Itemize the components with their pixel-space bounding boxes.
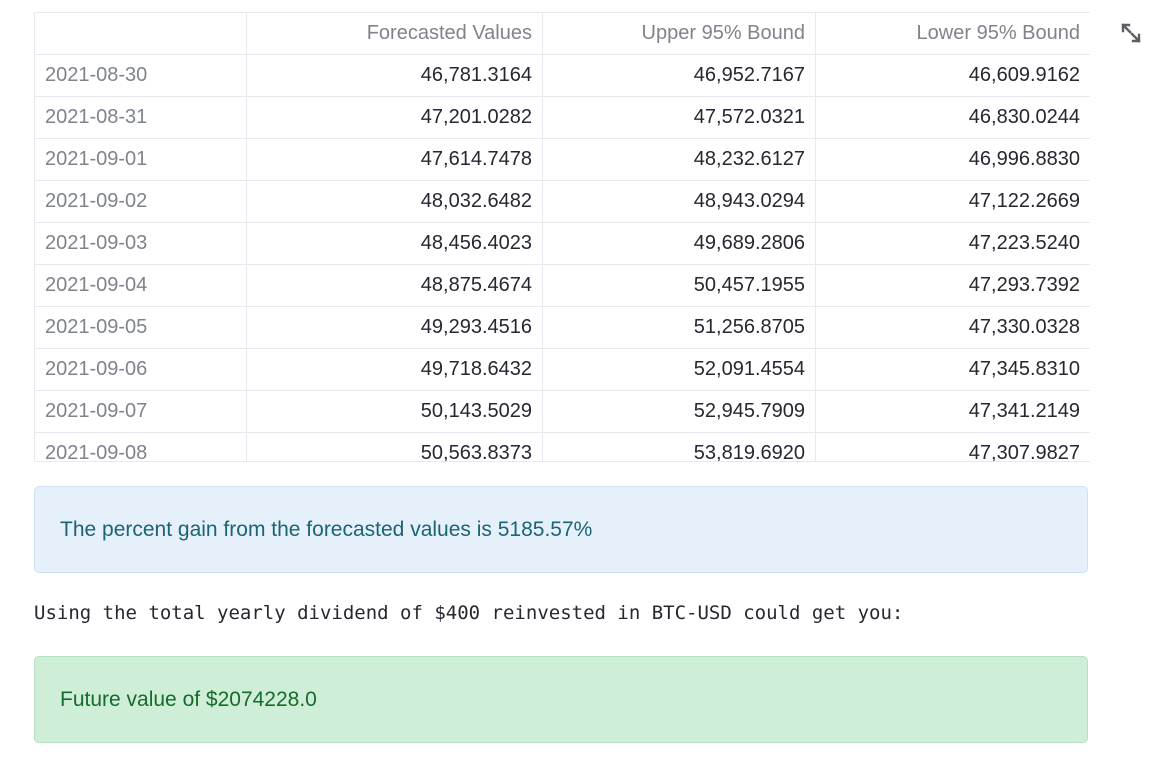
row-index-date[interactable]: 2021-09-03 xyxy=(34,222,247,265)
table-row: 2021-09-07 50,143.5029 52,945.7909 47,341.2… xyxy=(34,390,1090,433)
table-row: 2021-09-08 50,563.8373 53,819.6920 47,307.9… xyxy=(34,432,1090,461)
row-index-date[interactable]: 2021-09-08 xyxy=(34,432,247,461)
row-index-date[interactable]: 2021-09-02 xyxy=(34,180,247,223)
table-row: 2021-08-30 46,781.3164 46,952.7167 46,609.9… xyxy=(34,54,1090,97)
row-index-date[interactable]: 2021-09-07 xyxy=(34,390,247,433)
upper-bound-cell[interactable]: 52,091.4554 xyxy=(542,348,816,391)
forecast-value-cell[interactable]: 48,456.4023 xyxy=(246,222,543,265)
table-row: 2021-09-02 48,032.6482 48,943.0294 47,122.2… xyxy=(34,180,1090,223)
table-row: 2021-09-06 49,718.6432 52,091.4554 47,345.8… xyxy=(34,348,1090,391)
row-index-date[interactable]: 2021-09-06 xyxy=(34,348,247,391)
forecast-value-cell[interactable]: 48,032.6482 xyxy=(246,180,543,223)
upper-bound-cell[interactable]: 48,232.6127 xyxy=(542,138,816,181)
forecast-value-cell[interactable]: 50,563.8373 xyxy=(246,432,543,461)
lower-bound-header[interactable]: Lower 95% Bound xyxy=(815,12,1090,55)
upper-bound-cell[interactable]: 46,952.7167 xyxy=(542,54,816,97)
upper-bound-header[interactable]: Upper 95% Bound xyxy=(542,12,816,55)
forecast-value-cell[interactable]: 49,718.6432 xyxy=(246,348,543,391)
lower-bound-cell[interactable]: 47,345.8310 xyxy=(815,348,1090,391)
upper-bound-cell[interactable]: 50,457.1955 xyxy=(542,264,816,307)
forecast-value-cell[interactable]: 46,781.3164 xyxy=(246,54,543,97)
lower-bound-cell[interactable]: 47,223.5240 xyxy=(815,222,1090,265)
row-index-date[interactable]: 2021-08-30 xyxy=(34,54,247,97)
expand-arrows-icon xyxy=(1121,23,1141,43)
upper-bound-cell[interactable]: 53,819.6920 xyxy=(542,432,816,461)
percent-gain-info-alert: The percent gain from the forecasted val… xyxy=(34,486,1088,573)
percent-gain-text: The percent gain from the forecasted val… xyxy=(60,517,593,541)
upper-bound-cell[interactable]: 47,572.0321 xyxy=(542,96,816,139)
row-index-date[interactable]: 2021-09-05 xyxy=(34,306,247,349)
row-index-date[interactable]: 2021-08-31 xyxy=(34,96,247,139)
forecast-value-cell[interactable]: 47,201.0282 xyxy=(246,96,543,139)
lower-bound-cell[interactable]: 47,341.2149 xyxy=(815,390,1090,433)
fullscreen-expand-icon[interactable] xyxy=(1119,21,1143,45)
table-row: 2021-08-31 47,201.0282 47,572.0321 46,830.0… xyxy=(34,96,1090,139)
lower-bound-cell[interactable]: 47,307.9827 xyxy=(815,432,1090,461)
forecast-dataframe[interactable]: Forecasted Values Upper 95% Bound Lower … xyxy=(34,12,1090,462)
dividend-description: Using the total yearly dividend of $400 … xyxy=(34,602,904,624)
row-index-date[interactable]: 2021-09-04 xyxy=(34,264,247,307)
table-row: 2021-09-05 49,293.4516 51,256.8705 47,330.0… xyxy=(34,306,1090,349)
table-row: 2021-09-03 48,456.4023 49,689.2806 47,223.5… xyxy=(34,222,1090,265)
lower-bound-cell[interactable]: 46,609.9162 xyxy=(815,54,1090,97)
table-row: 2021-09-04 48,875.4674 50,457.1955 47,293.7… xyxy=(34,264,1090,307)
forecast-table: Forecasted Values Upper 95% Bound Lower … xyxy=(34,12,1090,461)
future-value-text: Future value of $2074228.0 xyxy=(60,687,317,711)
table-header-row: Forecasted Values Upper 95% Bound Lower … xyxy=(34,12,1090,55)
lower-bound-cell[interactable]: 47,293.7392 xyxy=(815,264,1090,307)
lower-bound-cell[interactable]: 47,122.2669 xyxy=(815,180,1090,223)
forecasted-values-header[interactable]: Forecasted Values xyxy=(246,12,543,55)
upper-bound-cell[interactable]: 49,689.2806 xyxy=(542,222,816,265)
forecast-value-cell[interactable]: 49,293.4516 xyxy=(246,306,543,349)
forecast-value-cell[interactable]: 47,614.7478 xyxy=(246,138,543,181)
row-index-date[interactable]: 2021-09-01 xyxy=(34,138,247,181)
forecast-value-cell[interactable]: 48,875.4674 xyxy=(246,264,543,307)
future-value-success-alert: Future value of $2074228.0 xyxy=(34,656,1088,743)
lower-bound-cell[interactable]: 46,830.0244 xyxy=(815,96,1090,139)
table-body: 2021-08-30 46,781.3164 46,952.7167 46,609.9… xyxy=(34,54,1090,461)
upper-bound-cell[interactable]: 48,943.0294 xyxy=(542,180,816,223)
upper-bound-cell[interactable]: 51,256.8705 xyxy=(542,306,816,349)
table-row: 2021-09-01 47,614.7478 48,232.6127 46,996.8… xyxy=(34,138,1090,181)
index-header[interactable] xyxy=(34,12,247,55)
lower-bound-cell[interactable]: 46,996.8830 xyxy=(815,138,1090,181)
forecast-value-cell[interactable]: 50,143.5029 xyxy=(246,390,543,433)
lower-bound-cell[interactable]: 47,330.0328 xyxy=(815,306,1090,349)
upper-bound-cell[interactable]: 52,945.7909 xyxy=(542,390,816,433)
